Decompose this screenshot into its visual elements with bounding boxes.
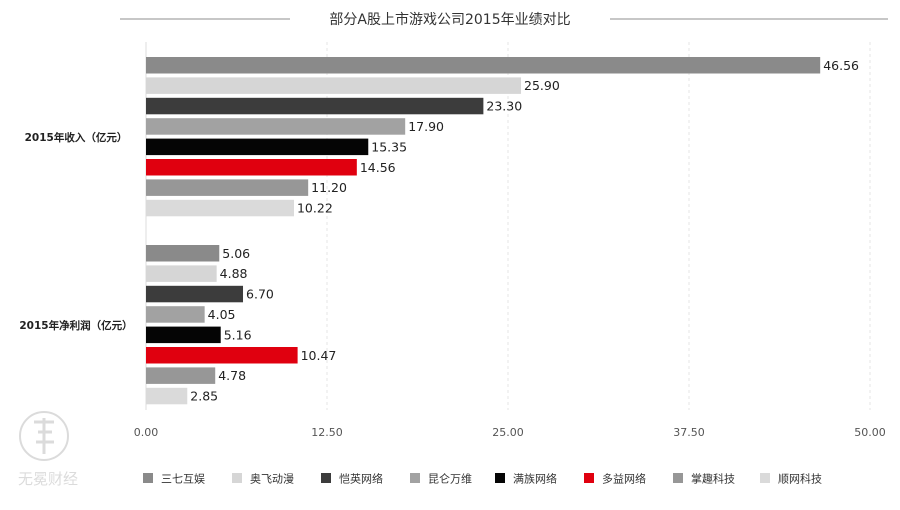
legend-swatch: [143, 473, 153, 483]
x-tick-label: 25.00: [492, 426, 524, 439]
bar: [146, 367, 216, 384]
legend-label: 昆仑万维: [428, 472, 472, 486]
bar-value-label: 11.20: [311, 180, 347, 195]
bar: [146, 118, 406, 135]
legend-label: 奥飞动漫: [250, 472, 294, 486]
x-tick-label: 0.00: [134, 426, 159, 439]
legend-swatch: [495, 473, 505, 483]
bar: [146, 159, 357, 176]
bar-value-label: 4.88: [220, 266, 248, 281]
bar: [146, 179, 309, 196]
legend-label: 三七互娱: [161, 472, 205, 486]
bar-value-label: 6.70: [246, 287, 274, 302]
bar-value-label: 46.56: [823, 58, 859, 73]
legend-swatch: [584, 473, 594, 483]
watermark-emblem-icon: 无冕财经: [18, 411, 78, 488]
legend-label: 多益网络: [602, 472, 646, 486]
x-tick-label: 50.00: [854, 426, 886, 439]
bar-value-label: 25.90: [524, 78, 560, 93]
watermark-logo: 无冕财经: [14, 408, 94, 492]
legend-swatch: [321, 473, 331, 483]
bar-value-label: 23.30: [486, 99, 522, 114]
bar-value-label: 4.05: [208, 307, 236, 322]
bar-value-label: 5.06: [222, 246, 250, 261]
legend-label: 顺网科技: [778, 472, 822, 486]
bar: [146, 97, 484, 115]
legend-label: 掌趣科技: [691, 472, 735, 486]
legend: 三七互娱 奥飞动漫 恺英网络 昆仑万维 满族网络 多益网络 掌趣科技 顺网科技: [143, 472, 822, 486]
bar: [146, 245, 220, 262]
bar: [146, 387, 188, 405]
bar: [146, 57, 821, 74]
x-tick-label: 12.50: [311, 426, 343, 439]
legend-swatch: [410, 473, 420, 483]
group-label: 2015年收入（亿元）: [25, 131, 128, 144]
bar-value-label: 10.47: [301, 348, 337, 363]
bar: [146, 306, 205, 323]
group-labels: 2015年收入（亿元） 2015年净利润（亿元）: [19, 131, 132, 332]
bar: [146, 285, 244, 303]
bar-value-label: 17.90: [408, 119, 444, 134]
bar: [146, 138, 369, 156]
watermark-text: 无冕财经: [18, 470, 78, 488]
bar: [146, 265, 217, 282]
bar: [146, 77, 522, 94]
legend-label: 恺英网络: [339, 472, 383, 486]
bar: [146, 326, 221, 344]
bar-value-label: 4.78: [218, 368, 246, 383]
legend-label: 满族网络: [513, 472, 557, 486]
legend-swatch: [673, 473, 683, 483]
x-tick-label: 37.50: [673, 426, 705, 439]
bar-value-label: 5.16: [224, 327, 252, 342]
group-label: 2015年净利润（亿元）: [19, 319, 132, 332]
bar: [146, 199, 294, 217]
bar-value-label: 2.85: [190, 389, 218, 404]
x-tick-labels: 0.00 12.50 25.00 37.50 50.00: [134, 426, 886, 439]
bar-value-label: 10.22: [297, 201, 333, 216]
chart-title: 部分A股上市游戏公司2015年业绩对比: [329, 11, 570, 28]
legend-swatch: [232, 473, 242, 483]
bar: [146, 347, 298, 364]
legend-swatch: [760, 473, 770, 483]
bar-value-label: 15.35: [371, 139, 407, 154]
bar-value-label: 14.56: [360, 160, 396, 175]
